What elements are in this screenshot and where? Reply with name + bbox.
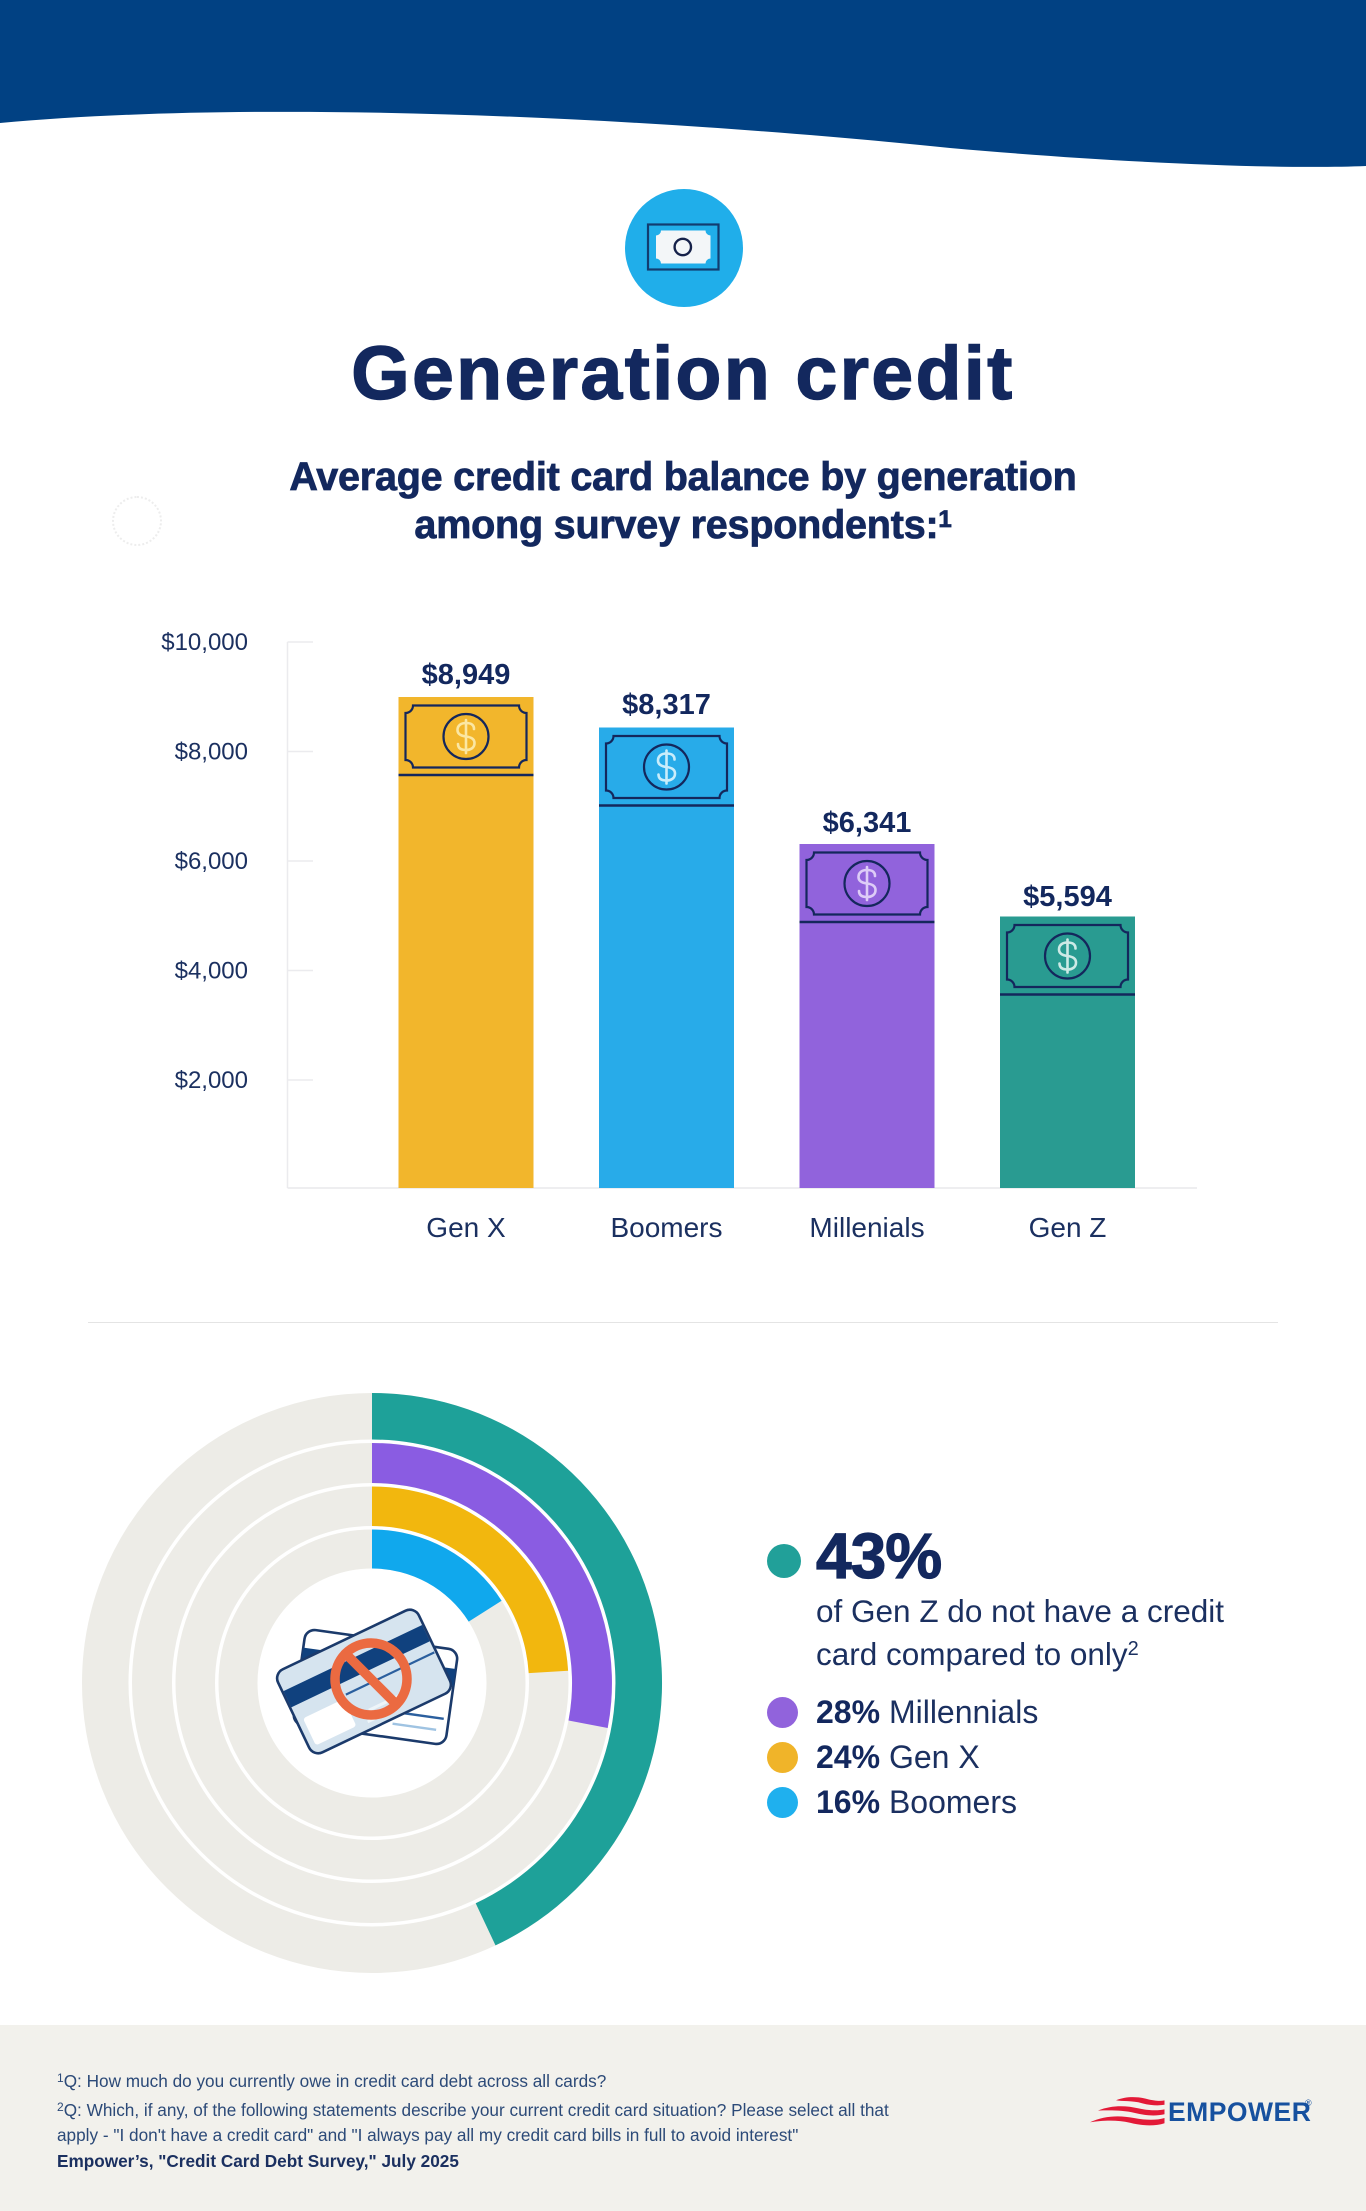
svg-text:$6,341: $6,341: [823, 807, 912, 839]
svg-text:$8,000: $8,000: [175, 739, 248, 766]
svg-text:®: ®: [1305, 2098, 1312, 2108]
svg-text:$8,317: $8,317: [622, 689, 711, 721]
svg-text:$6,000: $6,000: [175, 848, 248, 875]
svg-text:$4,000: $4,000: [175, 958, 248, 985]
svg-text:Boomers: Boomers: [610, 1212, 722, 1243]
svg-text:$10,000: $10,000: [161, 629, 248, 656]
svg-text:$8,949: $8,949: [422, 659, 511, 691]
svg-text:Millenials: Millenials: [809, 1212, 924, 1243]
svg-text:$2,000: $2,000: [175, 1067, 248, 1094]
svg-text:Gen Z: Gen Z: [1029, 1212, 1107, 1243]
svg-text:Gen X: Gen X: [426, 1212, 506, 1243]
svg-text:EMPOWER: EMPOWER: [1168, 2097, 1311, 2127]
svg-text:$5,594: $5,594: [1023, 881, 1112, 913]
